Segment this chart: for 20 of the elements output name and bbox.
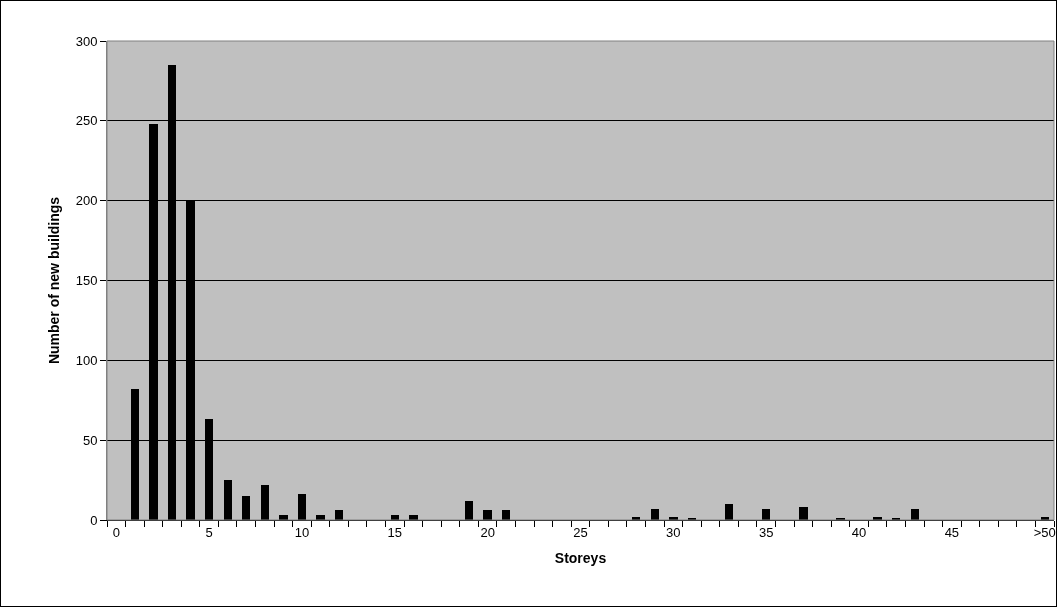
x-tick-label: 0	[112, 524, 120, 540]
x-tick-label: 20	[480, 524, 495, 540]
y-tick-label: 100	[75, 352, 98, 368]
x-tick-label: 30	[666, 524, 681, 540]
x-tick-label: 10	[294, 524, 310, 540]
y-axis-title: Number of new buildings	[46, 196, 63, 365]
y-tick-label: 50	[82, 432, 98, 448]
x-tick-label: 35	[758, 524, 774, 540]
x-tick-label: 5	[205, 524, 213, 540]
y-tick-label: 150	[75, 273, 98, 289]
y-tick-label: 200	[75, 193, 98, 209]
y-tick-label: 0	[90, 512, 98, 528]
x-tick-label: 25	[573, 524, 588, 540]
x-tick-label: >50	[1033, 524, 1056, 540]
x-tick-label: 15	[387, 524, 403, 540]
x-axis-title: Storeys	[554, 549, 607, 566]
y-tick-label: 250	[75, 113, 98, 129]
x-tick-label: 40	[851, 524, 867, 540]
x-tick-label: 45	[944, 524, 960, 540]
y-tick-label: 300	[75, 33, 98, 49]
